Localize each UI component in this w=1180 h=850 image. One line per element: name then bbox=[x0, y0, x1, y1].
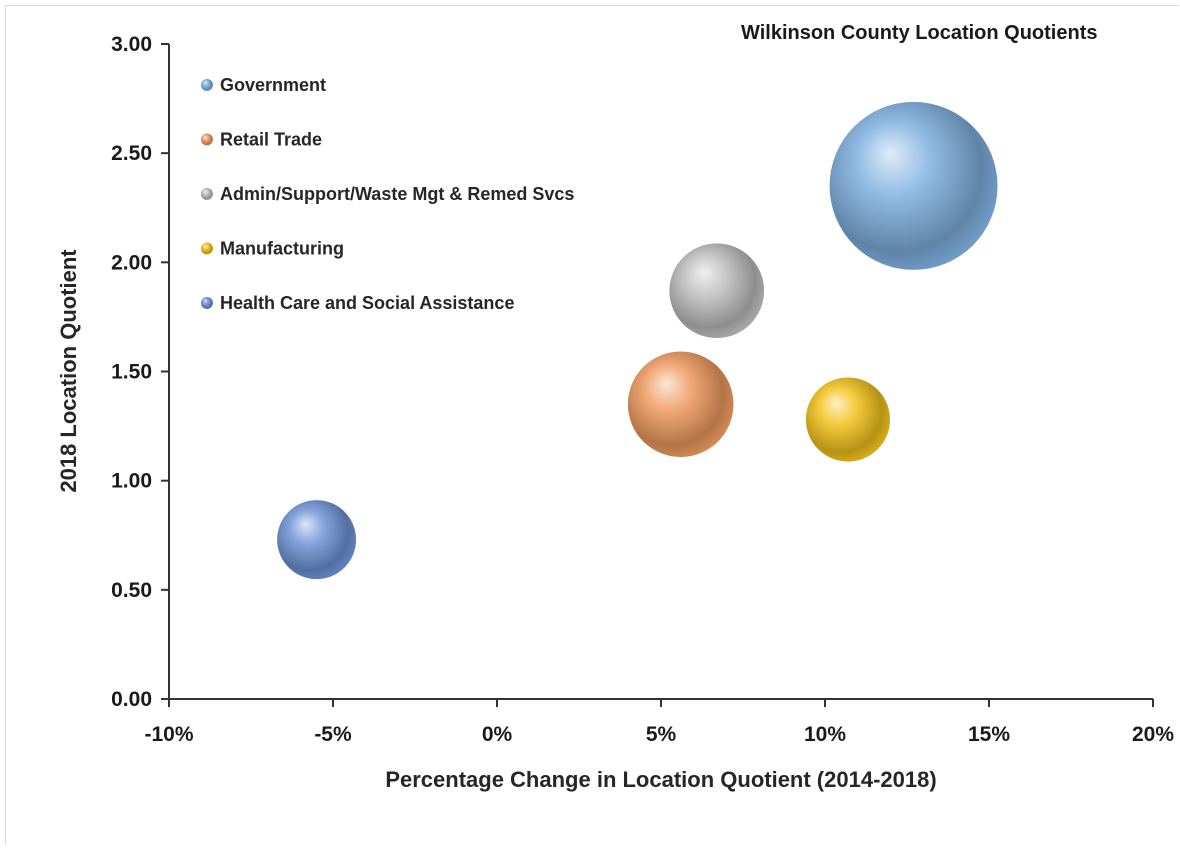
y-axis-title: 2018 Location Quotient bbox=[56, 249, 81, 493]
bubbles bbox=[277, 101, 998, 580]
bubble-government bbox=[829, 101, 998, 270]
legend-marker bbox=[201, 133, 213, 146]
bubble-retail-trade bbox=[627, 351, 734, 458]
y-tick-label: 0.00 bbox=[111, 688, 152, 711]
chart-title: Wilkinson County Location Quotients bbox=[741, 22, 1097, 44]
legend-label: Admin/Support/Waste Mgt & Remed Svcs bbox=[220, 184, 574, 204]
legend-label: Manufacturing bbox=[220, 239, 344, 259]
y-tick-label: 2.00 bbox=[111, 251, 152, 274]
bubble-manufacturing bbox=[805, 377, 891, 462]
x-tick-label: -10% bbox=[144, 723, 193, 746]
y-tick-label: 0.50 bbox=[111, 579, 152, 602]
bubble-chart: Wilkinson County Location Quotients 0.00… bbox=[56, 22, 1174, 792]
bubble-admin-support-waste-mgt-remed-svcs bbox=[669, 243, 765, 339]
legend: Government Retail Trade Admin/Support/Wast… bbox=[201, 75, 574, 313]
y-tick-label: 1.50 bbox=[111, 361, 152, 384]
legend-label: Retail Trade bbox=[220, 130, 322, 150]
legend-label: Government bbox=[220, 75, 326, 95]
x-tick-label: 20% bbox=[1132, 723, 1174, 746]
y-tick-label: 3.00 bbox=[111, 33, 152, 56]
x-tick-label: 0% bbox=[482, 723, 513, 746]
x-tick-label: 5% bbox=[646, 723, 677, 746]
x-axis-title: Percentage Change in Location Quotient (… bbox=[385, 767, 936, 792]
axes: 0.00 0.50 1.00 1.50 2.00 2.50 3.00 -10% -5% 0% 5% 1… bbox=[111, 33, 1174, 746]
chart-frame: Wilkinson County Location Quotients 0.00… bbox=[5, 5, 1179, 844]
legend-label: Health Care and Social Assistance bbox=[220, 293, 514, 313]
bubble-health-care-and-social-assistance bbox=[277, 500, 357, 580]
x-tick-label: 10% bbox=[804, 723, 846, 746]
legend-marker bbox=[201, 188, 213, 200]
legend-marker bbox=[201, 242, 213, 255]
y-tick-label: 1.00 bbox=[111, 470, 152, 493]
x-tick-label: -5% bbox=[314, 723, 352, 746]
y-tick-label: 2.50 bbox=[111, 142, 152, 165]
x-tick-label: 15% bbox=[968, 723, 1010, 746]
legend-marker bbox=[201, 79, 213, 91]
legend-marker bbox=[201, 297, 213, 309]
